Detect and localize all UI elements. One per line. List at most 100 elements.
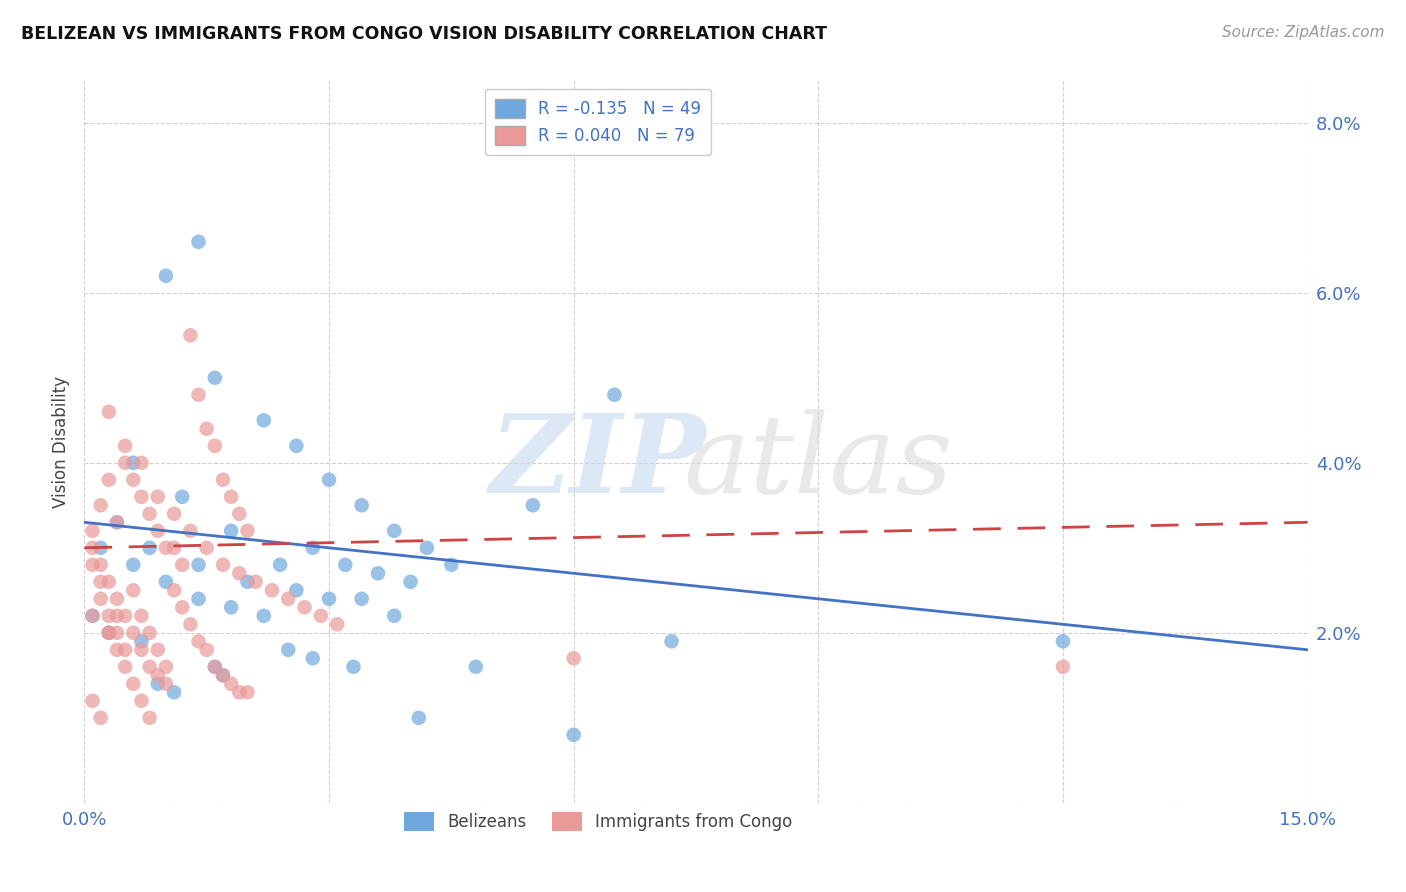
Point xyxy=(179,328,201,343)
Point xyxy=(382,608,405,623)
Point xyxy=(464,660,486,674)
Point xyxy=(138,541,160,555)
Point xyxy=(114,456,136,470)
Point xyxy=(603,388,626,402)
Point xyxy=(114,608,136,623)
Point xyxy=(172,558,194,572)
Point xyxy=(82,694,104,708)
Point xyxy=(277,591,299,606)
Point xyxy=(236,524,259,538)
Point xyxy=(253,608,276,623)
Text: Source: ZipAtlas.com: Source: ZipAtlas.com xyxy=(1222,25,1385,40)
Point xyxy=(416,541,439,555)
Point xyxy=(285,583,308,598)
Point xyxy=(146,490,169,504)
Point xyxy=(285,439,308,453)
Point xyxy=(236,574,259,589)
Point xyxy=(440,558,463,572)
Point xyxy=(97,473,120,487)
Point xyxy=(522,498,544,512)
Point xyxy=(277,642,299,657)
Point xyxy=(122,456,145,470)
Point xyxy=(562,728,585,742)
Point xyxy=(228,507,250,521)
Point xyxy=(335,558,357,572)
Point xyxy=(82,608,104,623)
Point xyxy=(342,660,364,674)
Point xyxy=(114,660,136,674)
Point xyxy=(269,558,291,572)
Point xyxy=(90,711,112,725)
Point xyxy=(146,642,169,657)
Point xyxy=(122,558,145,572)
Point xyxy=(105,608,128,623)
Point xyxy=(212,668,235,682)
Point xyxy=(105,625,128,640)
Point xyxy=(122,473,145,487)
Point xyxy=(219,524,242,538)
Point xyxy=(163,685,186,699)
Text: BELIZEAN VS IMMIGRANTS FROM CONGO VISION DISABILITY CORRELATION CHART: BELIZEAN VS IMMIGRANTS FROM CONGO VISION… xyxy=(21,25,827,43)
Point xyxy=(163,507,186,521)
Text: ZIP: ZIP xyxy=(489,409,706,517)
Point xyxy=(350,591,373,606)
Point xyxy=(228,685,250,699)
Point xyxy=(114,642,136,657)
Point xyxy=(204,371,226,385)
Point xyxy=(219,600,242,615)
Point xyxy=(318,591,340,606)
Point xyxy=(195,541,218,555)
Point xyxy=(399,574,422,589)
Point xyxy=(90,574,112,589)
Point xyxy=(236,685,259,699)
Point xyxy=(1052,634,1074,648)
Text: atlas: atlas xyxy=(683,409,953,517)
Point xyxy=(131,694,153,708)
Point xyxy=(97,625,120,640)
Point xyxy=(562,651,585,665)
Point xyxy=(105,516,128,530)
Point xyxy=(155,660,177,674)
Point xyxy=(187,235,209,249)
Point xyxy=(122,583,145,598)
Point xyxy=(260,583,283,598)
Point xyxy=(155,677,177,691)
Point xyxy=(212,668,235,682)
Point xyxy=(1052,660,1074,674)
Point xyxy=(253,413,276,427)
Point xyxy=(382,524,405,538)
Point xyxy=(146,524,169,538)
Point xyxy=(90,591,112,606)
Point xyxy=(90,498,112,512)
Point xyxy=(187,591,209,606)
Point xyxy=(309,608,332,623)
Point xyxy=(163,583,186,598)
Point xyxy=(105,591,128,606)
Point xyxy=(195,422,218,436)
Point xyxy=(179,524,201,538)
Point xyxy=(131,634,153,648)
Point xyxy=(367,566,389,581)
Point xyxy=(245,574,267,589)
Point xyxy=(326,617,349,632)
Point xyxy=(131,490,153,504)
Point xyxy=(661,634,683,648)
Point xyxy=(187,634,209,648)
Point xyxy=(82,524,104,538)
Point xyxy=(82,541,104,555)
Point xyxy=(138,660,160,674)
Point xyxy=(212,473,235,487)
Point xyxy=(114,439,136,453)
Point xyxy=(82,608,104,623)
Point xyxy=(97,574,120,589)
Point xyxy=(90,558,112,572)
Point xyxy=(172,490,194,504)
Point xyxy=(138,625,160,640)
Legend: Belizeans, Immigrants from Congo: Belizeans, Immigrants from Congo xyxy=(398,805,799,838)
Point xyxy=(97,625,120,640)
Point xyxy=(105,642,128,657)
Point xyxy=(105,516,128,530)
Point xyxy=(219,677,242,691)
Point xyxy=(408,711,430,725)
Point xyxy=(204,660,226,674)
